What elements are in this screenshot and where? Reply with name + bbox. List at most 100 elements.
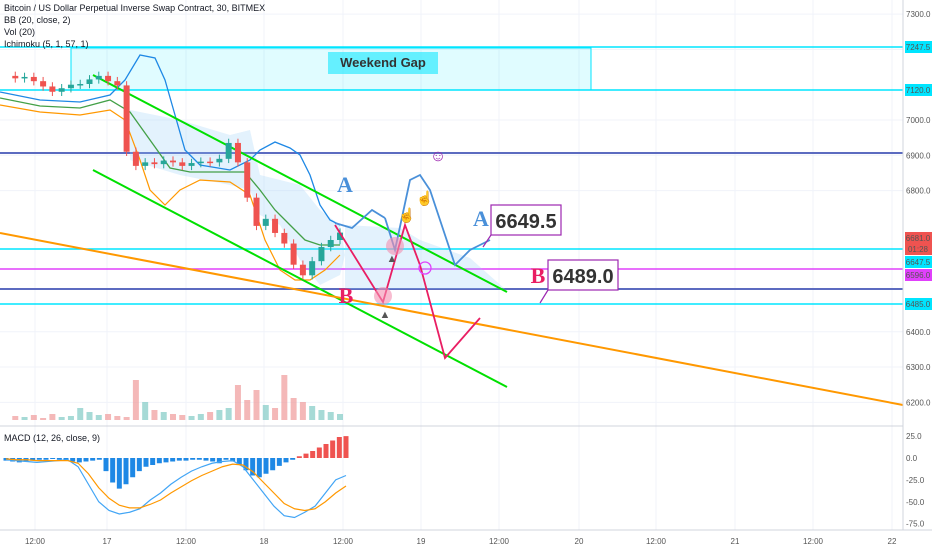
macd-histogram-bar <box>144 458 149 467</box>
candle-body <box>12 76 18 78</box>
volume-bar <box>291 398 297 420</box>
time-tick-label: 18 <box>260 537 269 546</box>
time-tick-label: 19 <box>417 537 426 546</box>
price-tick-label: 6900.0 <box>906 151 931 160</box>
macd-histogram-bar <box>110 458 115 483</box>
volume-bar <box>309 406 315 420</box>
macd-histogram-bar <box>177 458 182 461</box>
candle-body <box>96 76 102 80</box>
volume-bar <box>133 380 139 420</box>
volume-bar <box>272 408 278 420</box>
volume-bar <box>49 414 55 420</box>
macd-histogram-bar <box>197 458 202 460</box>
macd-histogram-bar <box>264 458 269 474</box>
time-tick-label: 12:00 <box>25 537 46 546</box>
badge-6647-text: 6647.5 <box>906 258 931 267</box>
time-tick-label: 22 <box>888 537 897 546</box>
smiley-icon: ☺ <box>430 148 446 165</box>
time-tick-label: 12:00 <box>333 537 354 546</box>
candle-body <box>198 162 204 164</box>
volume-bar <box>22 417 28 420</box>
macd-histogram-bar <box>37 458 42 460</box>
hand-pointer-icon: ☝ <box>398 206 415 224</box>
macd-histogram-bar <box>157 458 162 463</box>
time-tick-label: 17 <box>103 537 112 546</box>
macd-histogram-bar <box>164 458 169 462</box>
macd-histogram-bar <box>257 458 262 477</box>
volume-bar <box>161 412 167 420</box>
ichimoku-cloud <box>130 110 345 285</box>
candle-body <box>179 162 185 166</box>
volume-bar <box>170 414 176 420</box>
weekend-gap-label: Weekend Gap <box>340 55 426 70</box>
price-tick-label: 6400.0 <box>906 328 931 337</box>
volume-bar <box>114 416 120 420</box>
badge-7247-text: 7247.5 <box>906 43 931 52</box>
volume-bar <box>254 390 260 420</box>
macd-histogram-bar <box>324 444 329 458</box>
macd-histogram-bar <box>310 451 315 458</box>
macd-pane <box>4 436 349 517</box>
target-b-pointer <box>540 290 548 303</box>
volume-bar <box>179 415 185 420</box>
volume-bar <box>68 416 74 420</box>
volume-bar <box>337 414 343 420</box>
candle-body <box>170 161 176 163</box>
hand-pointer-icon-2: ☝ <box>416 189 433 207</box>
macd-histogram-bar <box>57 458 62 460</box>
target-b-letter: B <box>531 263 546 288</box>
badge-7120-text: 7120.0 <box>906 86 931 95</box>
candle-body <box>105 76 111 81</box>
macd-histogram-bar <box>304 454 309 458</box>
legend-bb: BB (20, close, 2) <box>4 15 71 25</box>
volume-bar <box>142 402 148 420</box>
badge-last-price-text: 6681.0 <box>906 234 931 243</box>
candle-body <box>49 86 55 91</box>
volume-bar <box>244 400 250 420</box>
candle-body <box>151 162 157 164</box>
up-arrow-icon: ▲ <box>380 309 391 321</box>
candle-body <box>59 88 65 92</box>
volume-bar <box>318 410 324 420</box>
macd-tick-label: 0.0 <box>906 454 918 463</box>
time-tick-label: 12:00 <box>646 537 667 546</box>
price-tick-label: 7000.0 <box>906 116 931 125</box>
volume-bar <box>216 410 222 420</box>
candle-body <box>142 162 148 166</box>
macd-histogram-bar <box>50 458 55 459</box>
candle-body <box>328 240 334 247</box>
candle-body <box>318 247 324 261</box>
volume-bar <box>59 417 65 420</box>
macd-histogram-bar <box>330 441 335 459</box>
time-axis[interactable]: 12:00 17 12:00 18 12:00 19 12:00 20 12:00 21 12:00… <box>25 537 897 546</box>
volume-bar <box>77 408 83 420</box>
candle-body <box>207 162 213 164</box>
macd-histogram-bar <box>297 456 302 458</box>
candle-body <box>235 143 241 162</box>
macd-histogram-bar <box>150 458 155 465</box>
candle-body <box>244 162 250 197</box>
volume-bar <box>12 416 18 420</box>
volume-bar <box>235 385 241 420</box>
volume-bar <box>96 415 102 420</box>
volume-bar <box>31 415 37 420</box>
macd-histogram-bar <box>337 437 342 458</box>
candle-body <box>254 198 260 226</box>
volume-bar <box>328 412 334 420</box>
macd-histogram-bar <box>44 458 49 460</box>
wave-a-label: A <box>337 172 353 197</box>
macd-tick-label: -25.0 <box>906 476 925 485</box>
macd-histogram-bar <box>224 458 229 460</box>
price-tick-label: 6200.0 <box>906 398 931 407</box>
volume-bars <box>12 375 343 420</box>
badge-countdown-text: 01:28 <box>908 245 929 254</box>
volume-bar <box>198 414 204 420</box>
time-tick-label: 21 <box>731 537 740 546</box>
macd-histogram-bar <box>184 458 189 461</box>
macd-histogram-bar <box>290 458 295 460</box>
candle-body <box>22 77 28 79</box>
candle-body <box>77 84 83 86</box>
volume-bar <box>87 412 93 420</box>
volume-bar <box>189 416 195 420</box>
